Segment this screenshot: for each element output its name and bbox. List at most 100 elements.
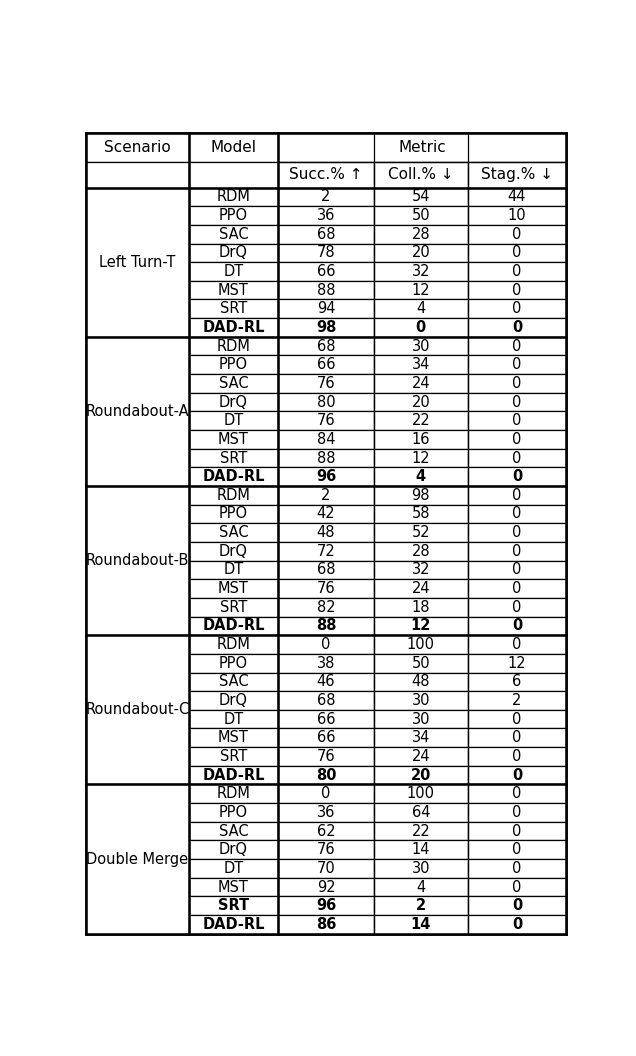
Text: MST: MST bbox=[218, 581, 249, 596]
Bar bbox=[374, 654, 467, 673]
Text: 68: 68 bbox=[317, 339, 335, 354]
Text: DAD-RL: DAD-RL bbox=[202, 320, 265, 335]
Bar bbox=[374, 337, 467, 356]
Bar bbox=[374, 916, 467, 934]
Text: 88: 88 bbox=[317, 451, 335, 466]
Bar bbox=[374, 636, 467, 654]
Text: 48: 48 bbox=[411, 675, 430, 690]
Bar bbox=[374, 692, 467, 710]
Text: 84: 84 bbox=[317, 432, 335, 447]
Text: 0: 0 bbox=[512, 451, 522, 466]
Text: 62: 62 bbox=[317, 824, 335, 838]
Bar bbox=[189, 617, 278, 636]
Text: 24: 24 bbox=[411, 376, 430, 391]
Text: 0: 0 bbox=[512, 245, 522, 261]
Bar bbox=[467, 804, 566, 822]
Text: RDM: RDM bbox=[216, 637, 251, 652]
Text: 0: 0 bbox=[512, 843, 522, 857]
Text: DAD-RL: DAD-RL bbox=[202, 469, 265, 484]
Text: 36: 36 bbox=[317, 208, 335, 223]
Text: 22: 22 bbox=[411, 824, 430, 838]
Text: 0: 0 bbox=[512, 917, 522, 931]
Bar bbox=[374, 281, 467, 300]
Bar bbox=[189, 860, 278, 878]
Text: 6: 6 bbox=[513, 675, 522, 690]
Text: 88: 88 bbox=[315, 619, 336, 634]
Text: 66: 66 bbox=[317, 357, 335, 373]
Text: 2: 2 bbox=[416, 899, 426, 913]
Bar bbox=[278, 766, 374, 785]
Text: 68: 68 bbox=[317, 563, 335, 578]
Text: DAD-RL: DAD-RL bbox=[202, 917, 265, 931]
Bar bbox=[278, 206, 374, 225]
Bar bbox=[467, 449, 566, 468]
Bar bbox=[374, 766, 467, 785]
Bar bbox=[189, 692, 278, 710]
Bar bbox=[278, 356, 374, 374]
Bar bbox=[278, 598, 374, 617]
Bar bbox=[189, 430, 278, 449]
Text: 58: 58 bbox=[411, 507, 430, 522]
Text: 0: 0 bbox=[512, 227, 522, 242]
Text: 20: 20 bbox=[411, 245, 430, 261]
Bar bbox=[86, 636, 189, 785]
Text: SAC: SAC bbox=[219, 376, 248, 391]
Text: 2: 2 bbox=[321, 189, 331, 205]
Bar bbox=[189, 244, 278, 262]
Text: DrQ: DrQ bbox=[219, 395, 248, 410]
Bar bbox=[278, 300, 374, 318]
Text: SRT: SRT bbox=[220, 749, 247, 763]
Text: 0: 0 bbox=[416, 320, 426, 335]
Bar bbox=[374, 318, 467, 337]
Bar bbox=[374, 710, 467, 729]
Bar bbox=[278, 374, 374, 393]
Text: RDM: RDM bbox=[216, 787, 251, 802]
Bar bbox=[189, 636, 278, 654]
Text: 30: 30 bbox=[411, 339, 430, 354]
Bar bbox=[374, 188, 467, 206]
Text: DT: DT bbox=[223, 264, 244, 279]
Text: DAD-RL: DAD-RL bbox=[202, 619, 265, 634]
Bar bbox=[374, 430, 467, 449]
Bar bbox=[189, 710, 278, 729]
Bar bbox=[189, 318, 278, 337]
Text: 72: 72 bbox=[317, 544, 335, 559]
Text: 0: 0 bbox=[512, 357, 522, 373]
Bar bbox=[189, 654, 278, 673]
Bar bbox=[374, 356, 467, 374]
Bar bbox=[278, 225, 374, 244]
Bar bbox=[467, 729, 566, 748]
Bar bbox=[189, 804, 278, 822]
Text: 4: 4 bbox=[416, 469, 426, 484]
Text: 0: 0 bbox=[512, 544, 522, 559]
Bar bbox=[189, 878, 278, 897]
Text: RDM: RDM bbox=[216, 189, 251, 205]
Bar bbox=[189, 729, 278, 748]
Bar bbox=[467, 262, 566, 281]
Bar bbox=[278, 430, 374, 449]
Text: 0: 0 bbox=[512, 507, 522, 522]
Bar bbox=[467, 878, 566, 897]
Text: DT: DT bbox=[223, 712, 244, 727]
Bar bbox=[189, 281, 278, 300]
Text: SRT: SRT bbox=[220, 451, 247, 466]
Bar bbox=[374, 580, 467, 598]
Bar bbox=[189, 673, 278, 692]
Text: Metric: Metric bbox=[398, 140, 446, 155]
Text: 0: 0 bbox=[512, 395, 522, 410]
Bar bbox=[467, 163, 566, 188]
Bar bbox=[278, 468, 374, 486]
Bar bbox=[467, 822, 566, 841]
Bar bbox=[374, 206, 467, 225]
Bar bbox=[467, 748, 566, 766]
Text: PPO: PPO bbox=[219, 507, 248, 522]
Text: 92: 92 bbox=[317, 880, 335, 894]
Bar bbox=[278, 580, 374, 598]
Text: 34: 34 bbox=[411, 731, 430, 746]
Bar bbox=[189, 449, 278, 468]
Bar bbox=[278, 244, 374, 262]
Bar bbox=[374, 729, 467, 748]
Bar bbox=[278, 561, 374, 580]
Bar bbox=[374, 598, 467, 617]
Bar bbox=[467, 598, 566, 617]
